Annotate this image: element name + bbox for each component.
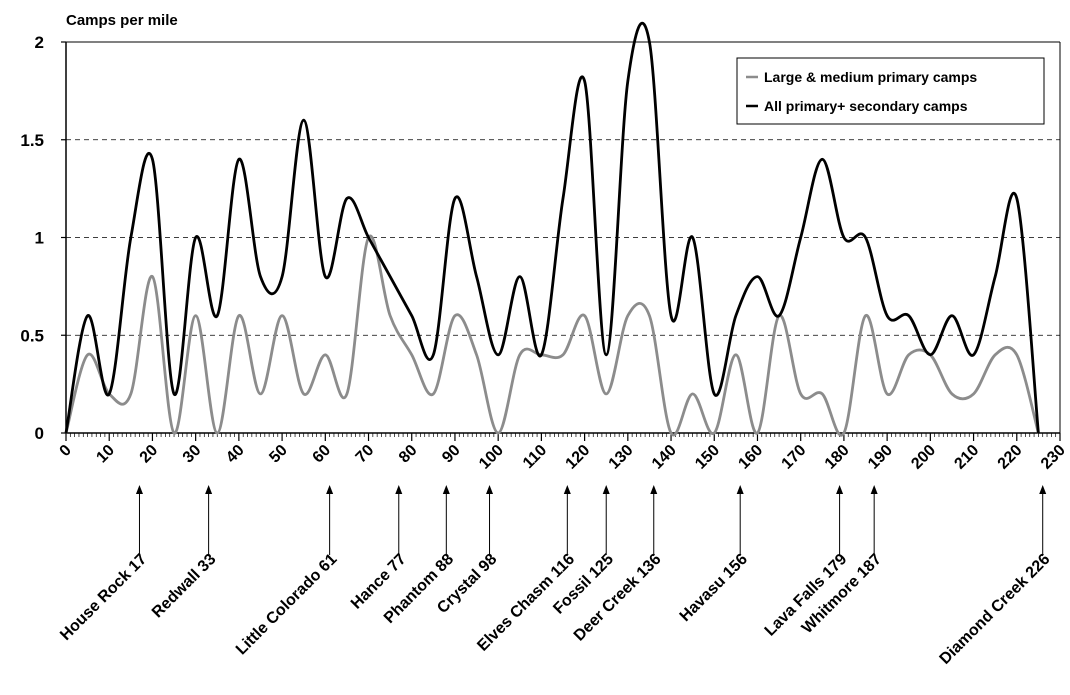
annotation-arrow-head-6	[563, 485, 571, 494]
x-tick-label-6: 60	[310, 442, 335, 467]
x-tick-label-14: 140	[649, 442, 680, 473]
legend-label-large-medium: Large & medium primary camps	[764, 69, 977, 85]
annotation-arrow-head-11	[870, 485, 878, 494]
y-tick-label-0: 0	[35, 424, 44, 443]
x-tick-label-16: 160	[735, 442, 766, 473]
legend: Large & medium primary camps All primary…	[736, 57, 1045, 125]
annotation-label-2: Little Colorado 61	[233, 551, 341, 659]
series-lines	[64, 21, 1040, 437]
x-tick-label-1: 10	[93, 442, 118, 467]
y-tick-label-2: 1	[35, 229, 44, 248]
x-tick-label-7: 70	[353, 442, 378, 467]
annotation-arrow-head-7	[602, 485, 610, 494]
legend-label-all: All primary+ secondary camps	[764, 98, 968, 114]
annotation-label-12: Diamond Creek 226	[937, 551, 1054, 668]
annotation-arrow-head-1	[205, 485, 213, 494]
x-tick-label-3: 30	[180, 442, 205, 467]
x-tick-label-15: 150	[692, 442, 723, 473]
annotation-arrow-head-10	[836, 485, 844, 494]
x-tick-label-22: 220	[995, 442, 1026, 473]
x-tick-label-18: 180	[822, 442, 853, 473]
y-tick-label-1: 0.5	[20, 326, 44, 345]
series-line-1	[64, 21, 1040, 434]
annotation-arrow-head-8	[650, 485, 658, 494]
x-tick-label-12: 120	[563, 442, 594, 473]
annotation-label-1: Redwall 33	[149, 551, 220, 622]
annotation-label-8: Deer Creek 136	[571, 551, 665, 645]
x-tick-label-8: 80	[396, 442, 421, 467]
series-line-0	[64, 234, 1040, 437]
x-tick-label-19: 190	[865, 442, 896, 473]
gridlines	[66, 139, 1060, 336]
annotation-arrow-head-5	[486, 485, 494, 494]
x-tick-label-21: 210	[951, 442, 982, 473]
x-tick-label-4: 40	[223, 442, 248, 467]
annotation-arrow-head-9	[736, 485, 744, 494]
x-tick-label-9: 90	[439, 442, 464, 467]
x-tick-label-23: 230	[1038, 442, 1069, 473]
x-tick-label-5: 50	[266, 442, 291, 467]
annotation-arrow-head-2	[326, 485, 334, 494]
x-tick-label-17: 170	[779, 442, 810, 473]
annotation-label-0: House Rock 17	[57, 551, 150, 644]
y-tick-label-4: 2	[35, 33, 44, 52]
y-axis-label: Camps per mile	[66, 12, 178, 29]
x-tick-label-20: 200	[908, 442, 939, 473]
y-tick-label-3: 1.5	[20, 131, 44, 150]
annotation-arrow-head-0	[135, 485, 143, 494]
x-tick-label-10: 100	[476, 442, 507, 473]
annotation-arrow-head-12	[1039, 485, 1047, 494]
legend-box	[736, 57, 1045, 125]
x-tick-label-13: 130	[606, 442, 637, 473]
x-tick-label-0: 0	[57, 442, 75, 460]
annotation-arrow-head-3	[395, 485, 403, 494]
annotation-arrow-head-4	[442, 485, 450, 494]
x-tick-label-2: 20	[137, 442, 162, 467]
x-tick-label-11: 110	[520, 442, 550, 472]
annotation-label-9: Havasu 156	[677, 551, 751, 625]
